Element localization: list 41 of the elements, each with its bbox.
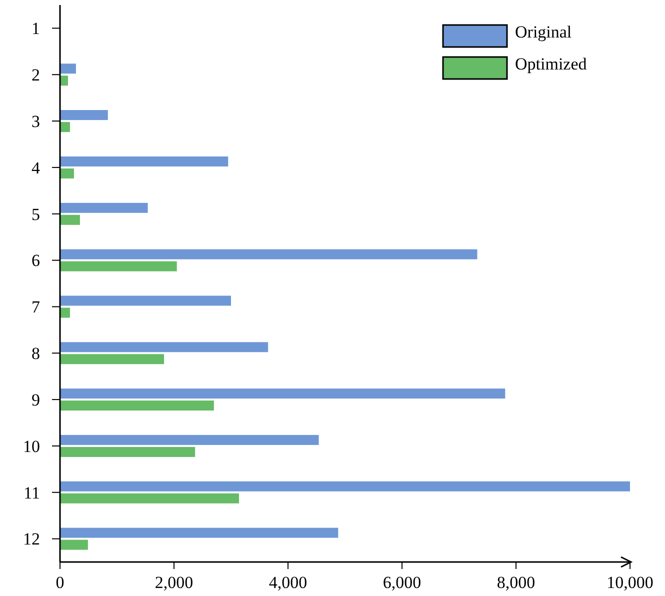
bar — [60, 400, 214, 411]
y-tick-label: 5 — [32, 204, 40, 224]
y-tick-label: 10 — [23, 436, 40, 456]
bar — [60, 528, 338, 538]
bar — [60, 168, 74, 178]
bar — [60, 493, 239, 504]
bar — [60, 214, 80, 225]
bar — [60, 388, 506, 399]
y-tick-label: 4 — [32, 158, 40, 178]
bar — [60, 354, 164, 364]
bar — [60, 156, 228, 166]
bar — [60, 342, 268, 352]
bar — [60, 261, 177, 272]
bar — [60, 110, 108, 120]
y-tick-label: 11 — [24, 483, 40, 502]
bar — [60, 434, 319, 445]
x-tick-label: 6,000 — [382, 573, 422, 592]
x-tick-label: 4,000 — [268, 573, 308, 592]
y-tick-label: 12 — [23, 530, 40, 549]
bar — [60, 446, 196, 457]
y-tick-label: 8 — [32, 344, 40, 364]
x-tick-label: 0 — [56, 573, 64, 592]
bar — [60, 481, 630, 492]
x-tick-label: 10,000 — [606, 573, 654, 592]
legend-label: Optimized — [515, 54, 588, 74]
bar — [60, 202, 148, 213]
y-tick-label: 2 — [32, 66, 40, 85]
bar — [60, 296, 231, 306]
y-tick-label: 3 — [32, 112, 40, 131]
bar — [60, 249, 478, 260]
y-tick-label: 7 — [32, 298, 40, 317]
bar — [60, 540, 88, 550]
y-tick-label: 1 — [32, 19, 40, 38]
bar — [60, 64, 76, 74]
bar — [60, 308, 70, 318]
legend-label: Original — [515, 22, 572, 42]
y-tick-label: 9 — [32, 390, 40, 410]
y-tick-label: 6 — [32, 251, 40, 270]
x-tick-label: 2,000 — [154, 573, 194, 592]
x-tick-label: 8,000 — [496, 573, 536, 592]
bar — [60, 122, 70, 132]
